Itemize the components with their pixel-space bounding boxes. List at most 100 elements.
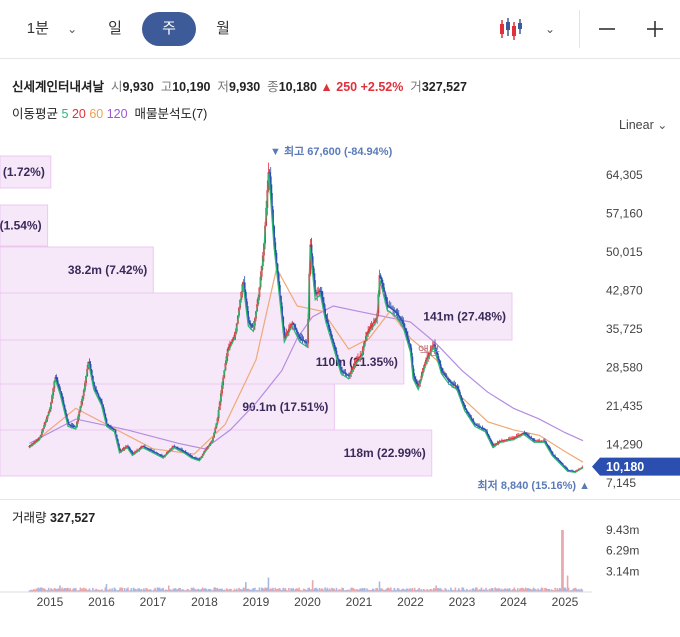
candle-body: [178, 448, 180, 450]
candle-body: [409, 343, 411, 348]
candle-body: [427, 355, 430, 358]
candle-body: [464, 408, 467, 410]
volume-bar: [69, 588, 71, 592]
price-chart[interactable]: 8.84m (1.72%) 7.91m (1.54%) 38.2m (7.42%) 1…: [0, 140, 680, 500]
volume-bar: [425, 590, 427, 592]
period-week[interactable]: 주: [142, 12, 196, 46]
volume-chart[interactable]: 9.43m 6.29m 3.14m 2015 2016 2017 2018 2019 2020 2…: [0, 520, 680, 637]
volume-bar: [256, 589, 258, 592]
volume-bar: [464, 590, 467, 592]
candle-body: [292, 322, 295, 325]
candle-body: [434, 344, 436, 349]
candle-body: [452, 383, 455, 385]
zoom-in-icon[interactable]: [645, 19, 665, 39]
candle-body: [323, 302, 325, 309]
volume-bar: [442, 590, 444, 592]
candle-body: [395, 311, 398, 314]
volume-bar: [477, 590, 479, 592]
volume-bar: [295, 588, 298, 592]
candle-body: [353, 363, 356, 367]
volume-bar: [163, 590, 166, 592]
candle-body: [491, 443, 494, 446]
y-tick-label: 14,290: [606, 438, 643, 452]
volume-bar: [268, 589, 271, 592]
candle-body: [482, 428, 485, 430]
volume-bar: [503, 588, 505, 592]
candle-body: [455, 385, 458, 387]
volume-bar: [569, 590, 571, 592]
x-tick-label: 2016: [88, 595, 115, 609]
zoom-out-icon[interactable]: [597, 19, 617, 39]
candle-body: [387, 306, 390, 308]
x-tick-label: 2023: [449, 595, 476, 609]
volume-bar: [77, 590, 79, 592]
candle-body: [396, 313, 399, 315]
ma-60-line: [29, 266, 584, 463]
y-tick-label: 57,160: [606, 207, 643, 221]
period-month[interactable]: 월: [216, 20, 230, 37]
candle-body: [96, 391, 99, 395]
candle-body: [270, 193, 273, 210]
scale-mode-button[interactable]: Linear ⌄: [619, 118, 667, 132]
candle-body: [321, 296, 324, 303]
candle-body: [494, 444, 496, 446]
volume-bar: [475, 587, 477, 592]
chevron-down-icon: ⌄: [67, 22, 78, 36]
volume-bar: [462, 587, 465, 592]
chart-toolbar: 1분 ⌄ 일 주 월 ⌄: [0, 0, 680, 59]
y-tick-label: 42,870: [606, 284, 643, 298]
candle-body: [366, 332, 368, 337]
candle-body: [445, 375, 448, 378]
candle-body: [190, 455, 193, 457]
candle-body: [35, 440, 38, 442]
candle-body: [324, 308, 327, 315]
interval-select[interactable]: 1분 ⌄: [22, 12, 82, 46]
volume-bar: [138, 588, 141, 592]
volume-bar: [82, 587, 85, 592]
candle-body: [381, 282, 384, 288]
volume-bar: [189, 590, 192, 592]
period-day[interactable]: 일: [108, 20, 122, 37]
volume-bar: [106, 589, 109, 592]
candle-body: [397, 314, 400, 317]
candle-body: [195, 457, 197, 459]
candle-body: [385, 296, 388, 302]
candle-body: [312, 268, 315, 281]
toolbar-divider: [579, 10, 580, 48]
candle-body: [197, 458, 200, 460]
candle-body: [29, 445, 32, 447]
volume-bar: [249, 589, 252, 592]
volume-bar: [37, 587, 40, 592]
y-tick-label: 35,725: [606, 322, 643, 336]
candle-body: [428, 352, 431, 356]
volume-bar: [488, 588, 491, 592]
split-watermark: 액분: [418, 344, 440, 358]
chart-type-chevron-icon[interactable]: ⌄: [544, 22, 556, 36]
volume-bar: [399, 590, 401, 592]
volume-bar: [511, 589, 513, 592]
ma-label[interactable]: 이동평균: [12, 107, 59, 121]
candle-body: [196, 458, 198, 460]
candle-body: [408, 339, 410, 344]
volume-bar: [540, 587, 543, 592]
volume-bar: [250, 589, 253, 592]
volume-profile-label[interactable]: 매물분석도(7): [134, 107, 208, 121]
candle-body: [499, 440, 502, 442]
candle-body: [557, 459, 560, 461]
candle-body: [572, 470, 575, 472]
candle-body: [437, 356, 440, 361]
candle-body: [486, 431, 489, 434]
volume-bar: [377, 590, 380, 592]
volume-bar: [132, 587, 135, 592]
volume-bar: [344, 590, 347, 592]
candle-body: [125, 446, 128, 448]
candle-body: [93, 381, 95, 388]
volume-profile-label: 90.1m (17.51%): [242, 400, 328, 414]
volume-bar: [373, 589, 375, 592]
candle-body: [59, 387, 61, 392]
candle-body: [541, 440, 544, 442]
chart-type-icon[interactable]: [498, 16, 524, 42]
volume-bar: [200, 588, 203, 592]
volume-bar: [81, 588, 84, 592]
volume-bar: [360, 588, 363, 592]
